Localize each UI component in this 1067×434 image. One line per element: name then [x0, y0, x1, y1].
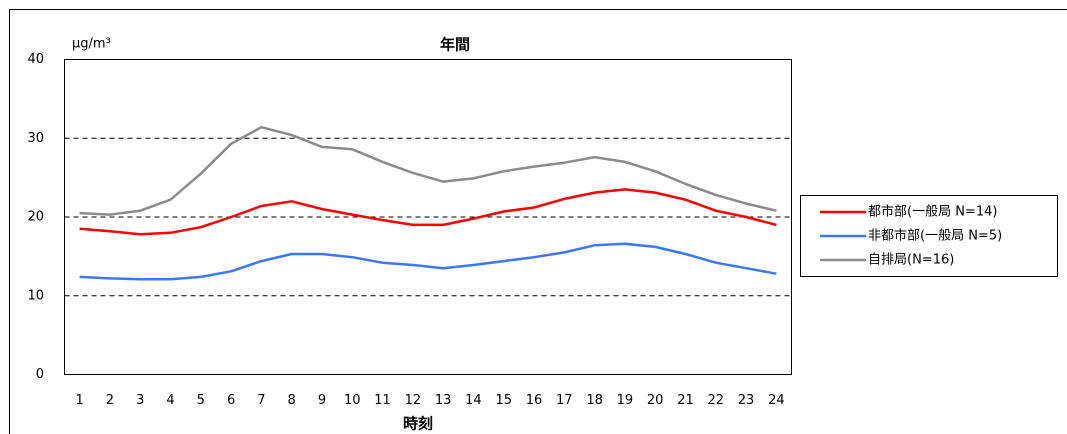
x-tick-label: 21 — [677, 393, 694, 408]
chart-title: 年間 — [440, 36, 470, 54]
x-tick-label: 18 — [586, 393, 603, 408]
x-tick-label: 19 — [617, 393, 634, 408]
x-tick-label: 11 — [374, 393, 391, 408]
x-tick-label: 8 — [288, 393, 296, 408]
x-tick-label: 10 — [344, 393, 361, 408]
series-line — [79, 125, 777, 216]
y-tick-label: 20 — [27, 210, 44, 225]
x-tick-label: 20 — [647, 393, 664, 408]
y-tick-label: 40 — [27, 52, 44, 67]
x-tick-label: 7 — [257, 393, 265, 408]
x-tick-label: 4 — [166, 393, 174, 408]
x-tick-label: 15 — [495, 393, 512, 408]
x-tick-label: 13 — [435, 393, 452, 408]
x-tick-label: 22 — [707, 393, 724, 408]
y-tick-label: 0 — [36, 367, 44, 382]
x-tick-label: 12 — [405, 393, 422, 408]
series-line — [79, 188, 777, 236]
x-tick-label: 2 — [106, 393, 114, 408]
x-tick-label: 17 — [556, 393, 573, 408]
x-axis-label: 時刻 — [403, 415, 433, 433]
x-tick-label: 1 — [76, 393, 84, 408]
x-tick-label: 14 — [465, 393, 482, 408]
y-tick-label: 10 — [27, 288, 44, 303]
x-tick-label: 23 — [738, 393, 755, 408]
legend-label: 自排局(N=16) — [868, 253, 954, 268]
y-unit: μg/m³ — [72, 37, 111, 52]
x-tick-label: 3 — [136, 393, 144, 408]
series-line — [79, 242, 777, 281]
x-tick-label: 6 — [227, 393, 235, 408]
x-tick-label: 9 — [318, 393, 326, 408]
x-tick-label: 16 — [526, 393, 543, 408]
legend-label: 非都市部(一般局 N=5) — [868, 228, 1002, 244]
y-tick-label: 30 — [27, 131, 44, 146]
x-tick-label: 5 — [197, 393, 205, 408]
x-tick-label: 24 — [768, 393, 785, 408]
legend-label: 都市部(一般局 N=14) — [868, 204, 997, 220]
